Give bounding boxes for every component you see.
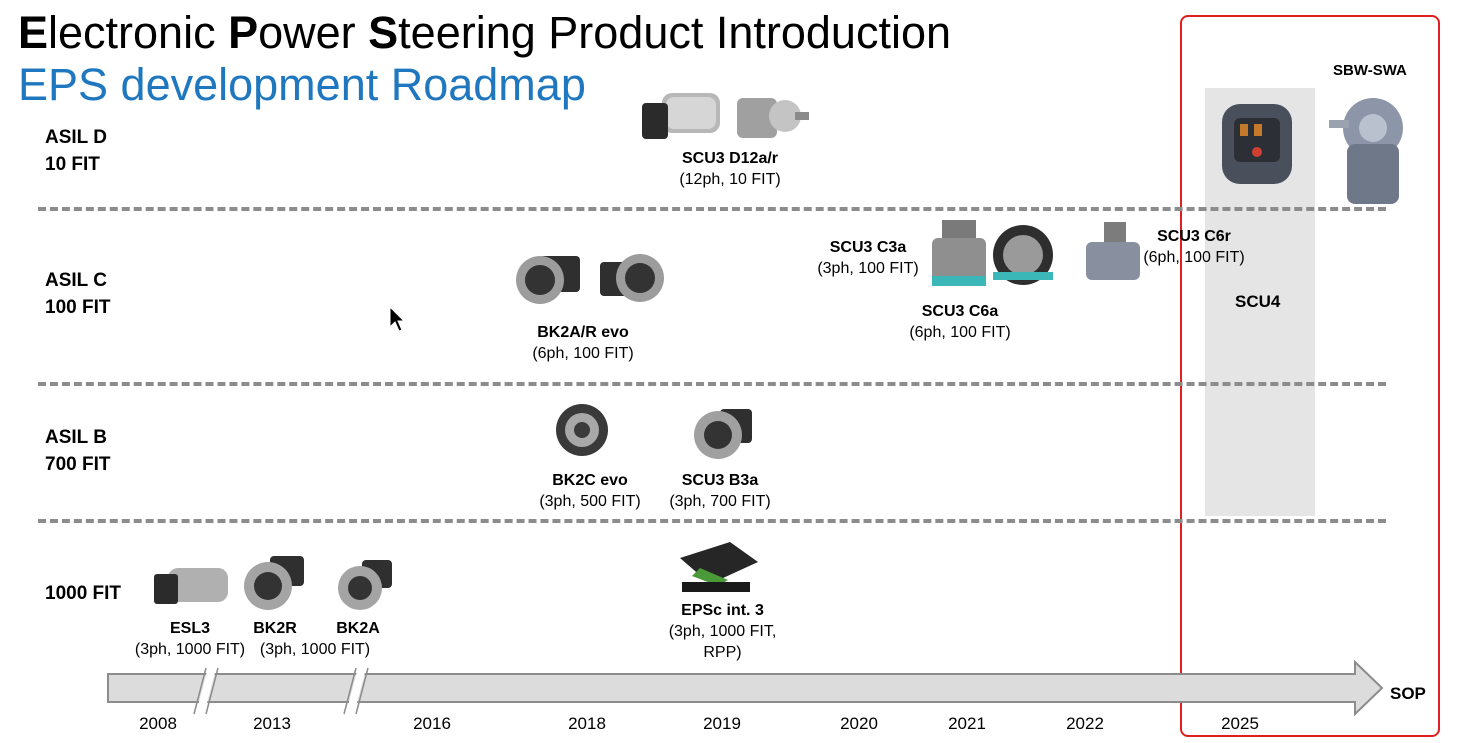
scu3-c6a-image — [993, 225, 1053, 285]
product-scu3-c6r: SCU3 C6r (6ph, 100 FIT) — [1134, 226, 1254, 268]
row-label-line2: 700 FIT — [45, 454, 111, 475]
product-scu3-d12: SCU3 D12a/r (12ph, 10 FIT) — [665, 148, 795, 190]
separator-line — [38, 207, 1386, 211]
product-spec: (6ph, 100 FIT) — [532, 345, 634, 362]
product-name: SCU3 C6a — [921, 303, 999, 320]
product-spec: (6ph, 100 FIT) — [1143, 249, 1245, 266]
year-label: 2008 — [139, 714, 177, 733]
product-name: EPSc int. 3 — [681, 602, 764, 619]
product-spec-line2: RPP) — [703, 644, 742, 661]
year-label: 2013 — [253, 714, 291, 733]
product-scu3-b3a: SCU3 B3a (3ph, 700 FIT) — [660, 470, 780, 512]
product-spec: (6ph, 100 FIT) — [909, 324, 1011, 341]
scu3-b3a-image — [694, 409, 752, 459]
title-initial-s: S — [368, 7, 399, 58]
row-label-line1: ASIL D — [45, 127, 107, 148]
separator-line — [38, 519, 1386, 523]
row-label-line2: 100 FIT — [45, 297, 111, 318]
bk2r-image — [244, 556, 304, 610]
future-highlight-box — [1180, 15, 1440, 737]
sop-label: SOP — [1390, 684, 1426, 703]
product-bk2a: BK2A — [318, 618, 398, 639]
product-name: ESL3 — [169, 620, 210, 637]
scu3-d12-gear-image — [737, 98, 809, 138]
product-name: BK2A/R evo — [537, 324, 629, 341]
bk2a-evo-image-2 — [600, 254, 664, 302]
year-label: 2025 — [1221, 714, 1259, 733]
row-label-qm: 1000 FIT — [45, 580, 121, 607]
product-name: BK2R — [253, 620, 297, 637]
row-label-line1: ASIL C — [45, 270, 107, 291]
scu3-c3a-image — [932, 220, 986, 286]
product-name: SCU3 B3a — [681, 472, 759, 489]
row-label-asil-c: ASIL C 100 FIT — [45, 267, 110, 321]
bk2c-evo-image — [556, 404, 608, 456]
sbw-swa-label: SBW-SWA — [1333, 62, 1407, 79]
row-label-line2: 1000 FIT — [45, 583, 122, 604]
product-spec: (12ph, 10 FIT) — [679, 171, 781, 188]
year-label: 2018 — [568, 714, 606, 733]
product-spec: (3ph, 1000 FIT, — [668, 623, 777, 640]
product-spec: (3ph, 1000 FIT) — [259, 641, 371, 658]
scu3-d12-motor-image — [642, 93, 720, 139]
product-spec: (3ph, 700 FIT) — [669, 493, 771, 510]
sbw-swa-image — [1329, 98, 1403, 204]
row-label-asil-b: ASIL B 700 FIT — [45, 424, 110, 478]
row-label-line2: 10 FIT — [45, 154, 100, 175]
title-word-2: ower — [258, 7, 369, 58]
separator-line — [38, 382, 1386, 386]
title-word-1: lectronic — [48, 7, 229, 58]
title-initial-p: P — [228, 7, 259, 58]
product-scu3-c3a: SCU3 C3a (3ph, 100 FIT) — [808, 237, 928, 279]
mouse-cursor-icon — [389, 305, 406, 332]
year-label: 2022 — [1066, 714, 1104, 733]
product-name: SCU3 D12a/r — [681, 150, 779, 167]
product-scu3-c6a: SCU3 C6a (6ph, 100 FIT) — [900, 301, 1020, 343]
product-bk2a-evo: BK2A/R evo (6ph, 100 FIT) — [518, 322, 648, 364]
year-label: 2021 — [948, 714, 986, 733]
product-bk2r: BK2R (3ph, 1000 FIT) — [253, 618, 375, 660]
product-esl3: ESL3 (3ph, 1000 FIT) — [130, 618, 250, 660]
product-epsc-int3: EPSc int. 3 (3ph, 1000 FIT, RPP) — [655, 600, 790, 663]
year-label: 2020 — [840, 714, 878, 733]
scu4-image — [1222, 104, 1292, 184]
page-title: Electronic Power Steering Product Introd… — [18, 8, 951, 58]
product-name: SCU3 C3a — [829, 239, 907, 256]
bk2a-evo-image-1 — [516, 256, 580, 304]
epsc-int3-image — [680, 542, 758, 592]
product-name: BK2C evo — [552, 472, 628, 489]
product-spec: (3ph, 1000 FIT) — [134, 641, 246, 658]
product-bk2c-evo: BK2C evo (3ph, 500 FIT) — [530, 470, 650, 512]
product-name: BK2A — [336, 620, 380, 637]
year-label: 2016 — [413, 714, 451, 733]
title-word-3: teering Product Introduction — [398, 7, 952, 58]
product-spec: (3ph, 100 FIT) — [817, 260, 919, 277]
product-spec: (3ph, 500 FIT) — [539, 493, 641, 510]
row-label-line1: ASIL B — [45, 427, 107, 448]
timeline-arrow — [107, 659, 1384, 717]
scu3-c6r-image — [1086, 222, 1140, 280]
scu4-label: SCU4 — [1235, 292, 1281, 311]
bk2a-image — [338, 560, 392, 610]
title-initial-e: E — [18, 7, 49, 58]
year-label: 2019 — [703, 714, 741, 733]
product-name: SCU3 C6r — [1157, 228, 1231, 245]
esl3-image — [154, 568, 228, 604]
row-label-asil-d: ASIL D 10 FIT — [45, 124, 107, 178]
page-subtitle: EPS development Roadmap — [18, 59, 586, 110]
